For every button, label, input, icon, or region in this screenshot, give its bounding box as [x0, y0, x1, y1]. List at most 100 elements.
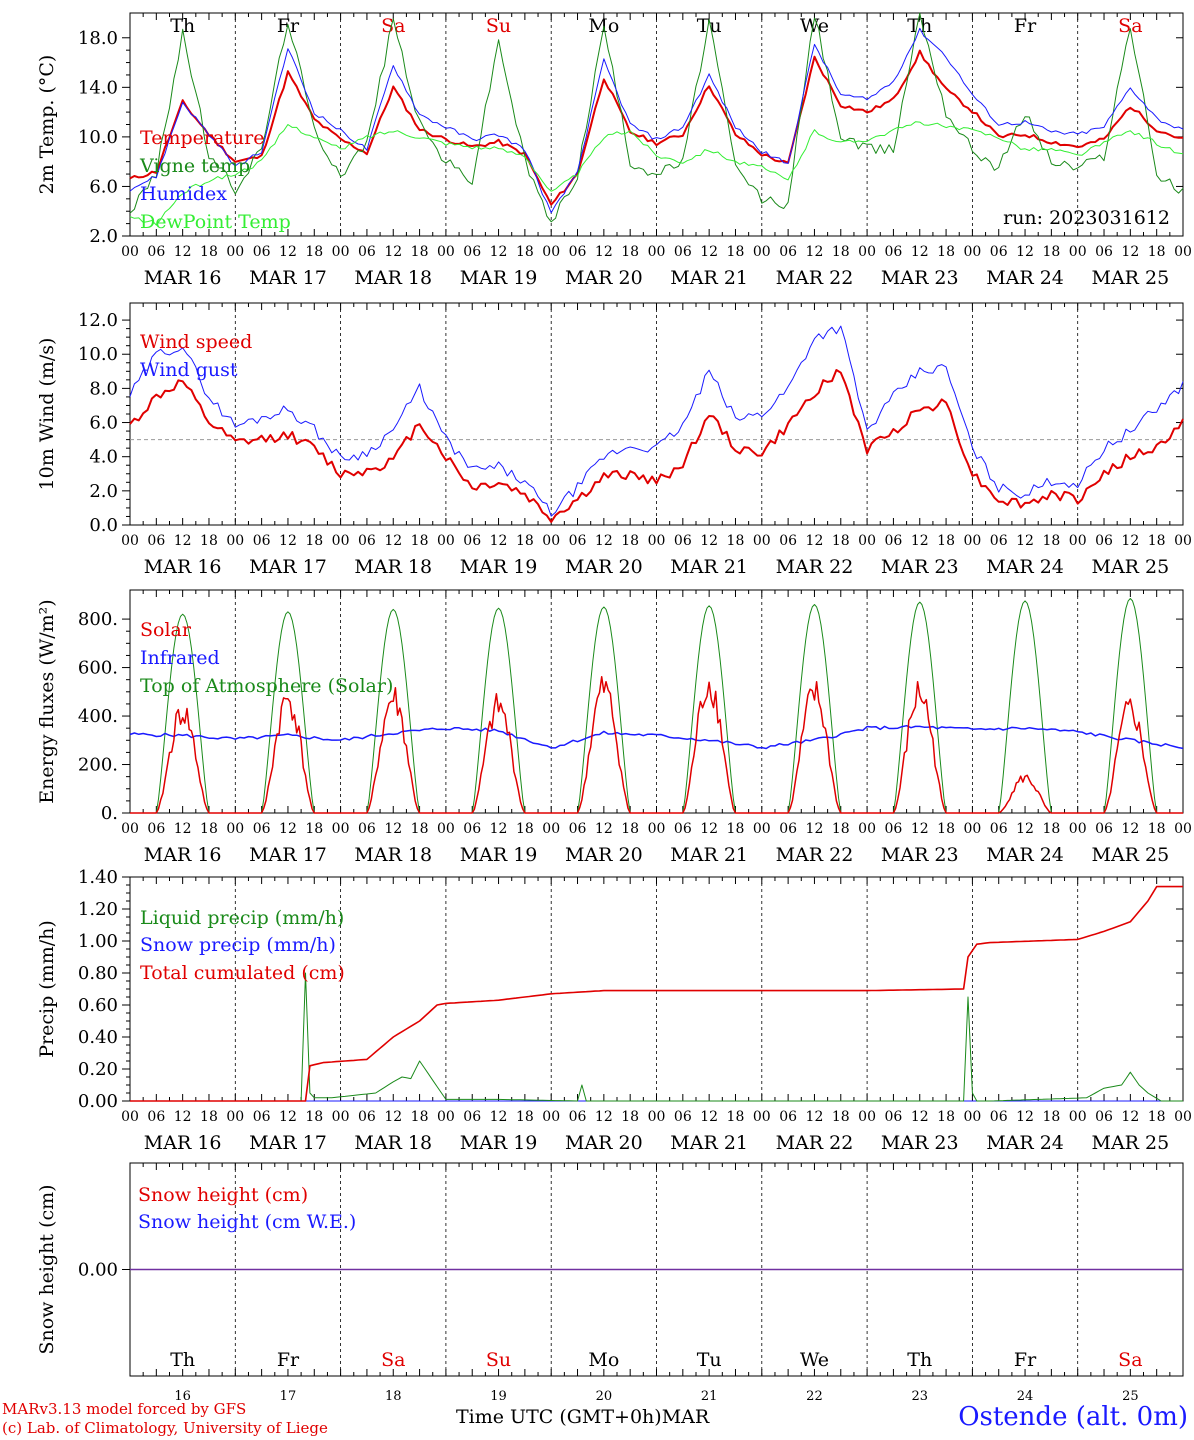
series-liquid-precip	[130, 972, 1183, 1102]
day-name: Th	[907, 1349, 932, 1371]
day-name: Su	[486, 1349, 511, 1371]
hour-tick-label: 12	[279, 1109, 297, 1125]
y-tick-label: 0.80	[78, 963, 118, 984]
hour-tick-label: 12	[384, 821, 402, 837]
hour-tick-label: 12	[1016, 533, 1034, 549]
day-name: Fr	[1014, 15, 1037, 37]
y-tick-label: 600.	[78, 658, 118, 679]
y-tick-label: 1.40	[78, 867, 118, 888]
month-label: MAR	[661, 1406, 710, 1428]
station-name: Ostende (alt. 0m)	[958, 1402, 1188, 1432]
hour-tick-label: 18	[937, 533, 955, 549]
x-axis-title: Time UTC (GMT+0h)MAR	[456, 1406, 710, 1428]
y-tick-label: 18.0	[78, 28, 118, 49]
date-label: MAR 19	[460, 556, 538, 578]
hour-tick-label: 00	[858, 533, 876, 549]
hour-tick-label: 12	[174, 533, 192, 549]
hour-tick-label: 12	[490, 244, 508, 260]
hour-tick-label: 12	[806, 533, 824, 549]
y-axis-title: Precip (mm/h)	[36, 920, 58, 1058]
model-credit: MARv3.13 model forced by GFS	[2, 1400, 247, 1418]
date-label: MAR 23	[881, 556, 959, 578]
day-number: 21	[701, 1389, 718, 1404]
hour-tick-label: 00	[332, 244, 350, 260]
hour-tick-label: 00	[753, 533, 771, 549]
y-tick-label: 0.60	[78, 995, 118, 1016]
day-name: We	[800, 15, 829, 37]
hour-tick-label: 06	[147, 244, 165, 260]
day-name: Tu	[697, 1349, 722, 1371]
hour-tick-label: 06	[569, 244, 587, 260]
date-label: MAR 22	[776, 267, 854, 289]
hour-tick-label: 00	[753, 1109, 771, 1125]
hour-tick-label: 12	[384, 244, 402, 260]
y-axis-title: 2m Temp. (°C)	[36, 55, 58, 195]
hour-tick-label: 12	[911, 533, 929, 549]
y-tick-label: 400.	[78, 706, 118, 727]
date-label: MAR 18	[354, 556, 432, 578]
series-wind-speed	[129, 369, 1184, 523]
y-tick-label: 0.20	[78, 1059, 118, 1080]
hour-tick-label: 18	[305, 1109, 323, 1125]
hour-tick-label: 06	[990, 821, 1008, 837]
hour-tick-label: 00	[226, 244, 244, 260]
hour-tick-label: 18	[200, 244, 218, 260]
hour-tick-label: 00	[963, 1109, 981, 1125]
hour-tick-label: 00	[648, 821, 666, 837]
hour-tick-label: 12	[1121, 533, 1139, 549]
hour-tick-label: 00	[648, 533, 666, 549]
panel-5: 0.00 Snow height (cm) Th Fr Sa Su Mo Tu We Th Fr Sa…	[36, 1162, 1184, 1404]
hour-tick-label: 12	[700, 1109, 718, 1125]
hour-tick-label: 18	[727, 533, 745, 549]
hour-tick-label: 00	[121, 533, 139, 549]
hour-tick-label: 00	[332, 821, 350, 837]
y-tick-label: 800.	[78, 609, 118, 630]
date-label: MAR 23	[881, 267, 959, 289]
hour-tick-label: 00	[437, 821, 455, 837]
hour-tick-label: 06	[1095, 244, 1113, 260]
y-tick-label: 0.00	[78, 1260, 118, 1281]
hour-tick-label: 06	[990, 1109, 1008, 1125]
panel-1: 2.0 6.0 10.0 14.0 18.0 2m Temp. (°C) 00 06 12 18 M…	[36, 12, 1192, 289]
hour-tick-label: 18	[516, 533, 534, 549]
hour-tick-label: 12	[1121, 821, 1139, 837]
date-label: MAR 18	[354, 1132, 432, 1154]
date-label: MAR 21	[670, 844, 748, 866]
hour-tick-label: 06	[1095, 821, 1113, 837]
hour-tick-label: 06	[463, 244, 481, 260]
hour-tick-label: 06	[147, 1109, 165, 1125]
date-label: MAR 22	[776, 556, 854, 578]
hour-tick-label: 06	[779, 1109, 797, 1125]
hour-tick-label: 12	[174, 1109, 192, 1125]
date-label: MAR 25	[1091, 267, 1169, 289]
hour-tick-label: 00	[753, 244, 771, 260]
day-name: Su	[486, 15, 511, 37]
hour-tick-label: 18	[832, 244, 850, 260]
hour-tick-label: 18	[727, 1109, 745, 1125]
hour-tick-label: 12	[279, 533, 297, 549]
hour-tick-label: 00	[1174, 821, 1192, 837]
day-name: Th	[170, 15, 195, 37]
hour-tick-label: 00	[1069, 533, 1087, 549]
hour-tick-label: 00	[858, 1109, 876, 1125]
hour-tick-label: 18	[1042, 533, 1060, 549]
legend-entry: Snow height (cm)	[138, 1184, 308, 1206]
hour-tick-label: 18	[516, 1109, 534, 1125]
day-number: 25	[1122, 1389, 1139, 1404]
hour-tick-label: 12	[595, 244, 613, 260]
hour-tick-label: 00	[437, 1109, 455, 1125]
hour-tick-label: 12	[595, 821, 613, 837]
day-name: Sa	[1118, 15, 1142, 37]
hour-tick-label: 00	[226, 533, 244, 549]
hour-tick-label: 00	[963, 533, 981, 549]
hour-tick-label: 06	[147, 821, 165, 837]
date-label: MAR 24	[986, 267, 1064, 289]
day-number: 17	[280, 1389, 297, 1404]
hour-tick-label: 12	[1016, 1109, 1034, 1125]
hour-tick-label: 12	[279, 821, 297, 837]
hour-tick-label: 06	[147, 533, 165, 549]
y-tick-label: 1.00	[78, 931, 118, 952]
hour-tick-label: 18	[727, 821, 745, 837]
hour-tick-label: 00	[542, 1109, 560, 1125]
hour-tick-label: 00	[1069, 1109, 1087, 1125]
